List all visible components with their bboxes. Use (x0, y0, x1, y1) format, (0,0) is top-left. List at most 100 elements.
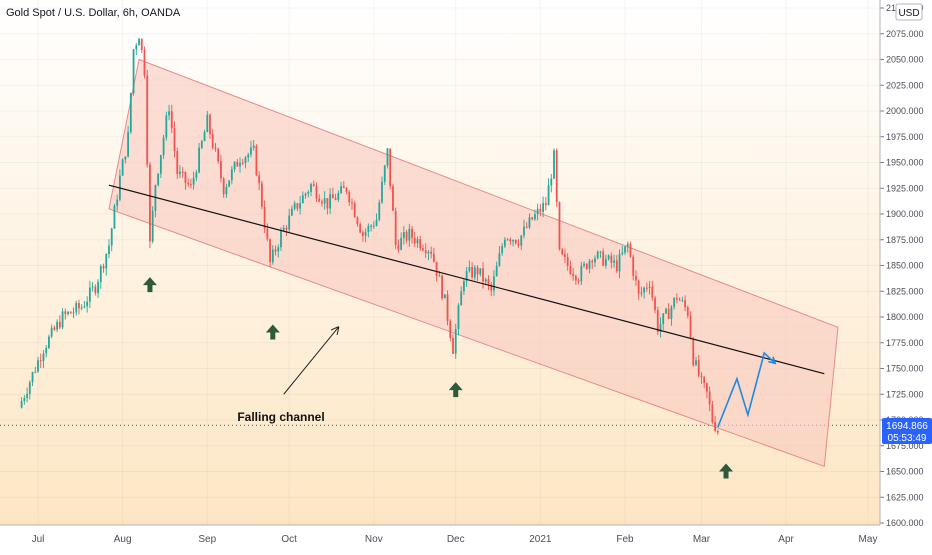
candle-body (659, 323, 662, 333)
candle-body (337, 192, 340, 200)
candle-body (427, 251, 430, 254)
channel-band (108, 58, 839, 468)
candle-body (241, 162, 244, 164)
candle-body (250, 147, 252, 155)
candle-body (200, 141, 203, 148)
candle-body (495, 265, 498, 277)
candle-body (411, 228, 413, 238)
candle-body (383, 165, 386, 182)
x-tick-label: Dec (447, 534, 465, 545)
candle-body (315, 185, 318, 199)
candle-body (665, 308, 667, 314)
candle-body (64, 311, 67, 315)
up-arrow-icon (719, 463, 734, 479)
up-arrow-icon (265, 324, 280, 340)
candle-body (61, 311, 64, 328)
candle-body (509, 239, 512, 242)
candle-body (217, 148, 220, 162)
candle-body (108, 245, 110, 254)
candle-body (271, 249, 274, 263)
chart-title: Gold Spot / U.S. Dollar, 6h, OANDA (6, 7, 181, 19)
candle-body (244, 157, 247, 164)
candle-body (673, 297, 676, 308)
candle-body (517, 243, 520, 246)
candle-body (566, 257, 569, 266)
candle-body (209, 114, 211, 135)
candle-body (165, 115, 168, 138)
candle-body (28, 382, 31, 394)
candle-body (58, 321, 61, 328)
candle-body (307, 191, 310, 194)
candle-body (542, 203, 544, 212)
candle-body (269, 239, 271, 263)
candle-body (326, 198, 329, 209)
candle-body (449, 320, 452, 338)
y-tick-label: 1925.000 (886, 183, 924, 193)
candle-body (621, 252, 624, 255)
candle-body (708, 391, 711, 405)
candle-body (151, 210, 154, 242)
candle-body (525, 226, 528, 228)
candle-body (288, 215, 291, 230)
candle-body (643, 287, 646, 293)
x-tick-label: May (859, 534, 878, 545)
candle-body (408, 228, 411, 241)
candle-body (370, 225, 372, 227)
candle-body (684, 300, 686, 308)
candle-body (681, 300, 684, 302)
candle-body (471, 266, 474, 278)
candle-body (482, 268, 484, 282)
candle-body (135, 45, 138, 50)
candle-body (697, 360, 700, 376)
candle-body (140, 38, 143, 50)
x-tick-label: Nov (365, 534, 383, 545)
candle-body (236, 161, 239, 167)
candle-body (372, 225, 375, 227)
candle-body (534, 214, 536, 220)
candle-body (42, 353, 45, 362)
candle-body (323, 198, 326, 204)
candle-body (78, 303, 80, 309)
candle-body (392, 186, 394, 211)
candle-body (159, 155, 162, 174)
candle-body (506, 239, 509, 241)
x-tick-label: Oct (281, 534, 297, 545)
candle-body (514, 239, 517, 244)
candle-body (700, 375, 703, 377)
candle-body (189, 184, 192, 186)
falling-channel (108, 58, 839, 468)
x-tick-label: Feb (616, 534, 634, 545)
candle-body (419, 239, 422, 249)
candle-body (424, 250, 427, 254)
up-arrow-icon (448, 382, 463, 398)
candle-body (523, 226, 525, 236)
candle-body (544, 203, 547, 206)
candle-body (432, 253, 435, 262)
candle-body (714, 422, 717, 431)
candle-body (422, 248, 424, 251)
candle-body (574, 275, 577, 281)
usd-currency-button[interactable]: USD (895, 3, 923, 21)
candle-body (580, 265, 583, 282)
candle-body (591, 260, 594, 263)
candle-body (394, 210, 397, 245)
candle-body (179, 171, 181, 175)
candle-body (716, 430, 719, 433)
candle-body (452, 337, 454, 354)
candle-body (260, 183, 263, 207)
forecast-path (717, 351, 776, 428)
candle-body (348, 191, 351, 203)
candle-body (83, 306, 86, 308)
forecast-arrowhead (768, 356, 777, 365)
candle-body (39, 360, 42, 362)
candle-body (310, 184, 312, 192)
candle-body (711, 404, 714, 423)
candle-body (599, 251, 602, 253)
candle-body (553, 150, 555, 179)
y-tick-label: 2025.000 (886, 80, 924, 90)
candle-body (195, 172, 198, 178)
candle-body (602, 251, 605, 266)
candle-body (405, 232, 408, 241)
